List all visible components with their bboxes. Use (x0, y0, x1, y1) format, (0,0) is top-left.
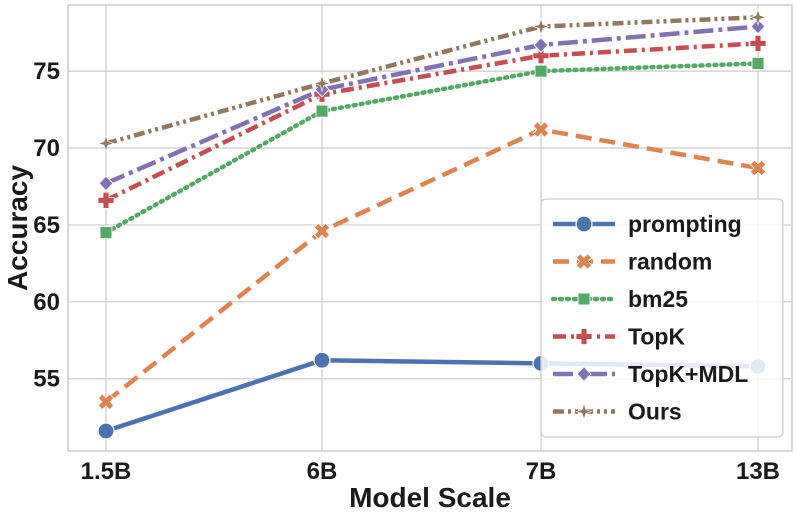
data-point (533, 36, 549, 54)
legend-label: bm25 (628, 286, 688, 312)
legend: prompting random bm25 TopK TopK+MDL Ours (540, 198, 784, 438)
series-line (105, 24, 759, 186)
data-point (749, 159, 767, 177)
data-point (99, 226, 113, 239)
legend-marker (575, 253, 593, 270)
series-line (105, 15, 759, 146)
data-point (97, 422, 115, 440)
y-tick-label: 65 (33, 212, 60, 239)
legend-entry: prompting (553, 211, 742, 237)
y-axis-title: Accuracy (2, 165, 33, 292)
series-random (97, 121, 767, 411)
data-point (532, 121, 550, 138)
legend-entry: Ours (553, 399, 682, 425)
data-point (749, 34, 767, 52)
y-tick-label: 70 (33, 135, 60, 162)
y-tick-labels: 55 60 65 70 75 (33, 58, 60, 393)
legend-entry: bm25 (550, 286, 688, 312)
x-tick-label: 1.5B (81, 458, 132, 485)
legend-marker (575, 402, 593, 421)
x-tick-labels: 1.5B 6B 7B 13B (81, 458, 780, 485)
data-point (532, 17, 550, 36)
data-point (315, 104, 329, 118)
data-point (98, 175, 114, 192)
y-tick-label: 55 (33, 366, 60, 393)
x-tick-label: 13B (736, 458, 780, 485)
series-ours (97, 8, 767, 153)
y-tick-label: 75 (33, 58, 60, 85)
plot-frame (67, 4, 793, 452)
data-point (532, 47, 550, 65)
data-point (97, 191, 115, 209)
data-point (313, 74, 331, 93)
series-line (104, 127, 759, 404)
legend-marker (576, 365, 592, 383)
x-tick-label: 7B (526, 458, 557, 485)
x-axis-title: Model Scale (349, 482, 511, 513)
x-tick-label: 6B (307, 458, 338, 485)
data-point (534, 64, 548, 78)
data-point (751, 57, 765, 70)
data-point (749, 8, 767, 26)
legend-marker (575, 215, 593, 233)
data-point (313, 351, 331, 369)
legend-label: prompting (628, 211, 742, 237)
series-line (103, 61, 761, 235)
legend-entry: random (553, 249, 712, 275)
legend-entry: TopK+MDL (553, 361, 748, 387)
legend-entry: TopK (553, 324, 685, 350)
series-bm25 (99, 57, 765, 239)
data-point (313, 222, 331, 240)
series-topk-mdl (98, 18, 766, 192)
data-point (97, 134, 115, 153)
legend-label: TopK+MDL (628, 361, 748, 387)
data-point (750, 18, 766, 35)
legend-label: Ours (628, 399, 682, 425)
y-tick-label: 60 (33, 289, 60, 316)
legend-label: TopK (628, 324, 685, 350)
legend-label: random (628, 249, 712, 275)
legend-marker (577, 292, 591, 306)
data-point (97, 393, 115, 411)
legend-box (540, 198, 784, 438)
legend-marker (575, 328, 593, 345)
